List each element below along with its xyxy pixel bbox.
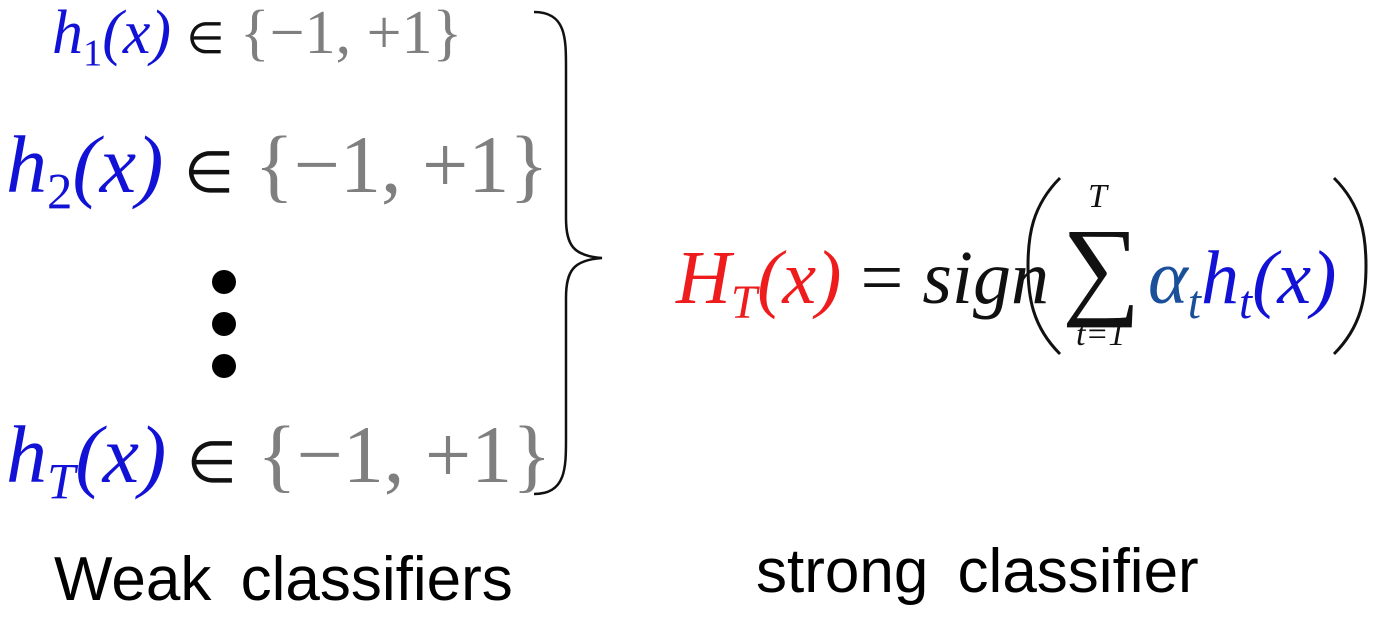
ellipsis-dot-3 xyxy=(212,354,236,378)
big-left-paren xyxy=(1026,176,1062,356)
term-h: h xyxy=(1201,236,1239,320)
strong-classifier-term: αtht(x) xyxy=(1148,240,1336,327)
alpha-sub: t xyxy=(1187,277,1201,330)
sum-symbol: ∑ xyxy=(1062,206,1141,328)
ellipsis-dot-1 xyxy=(212,270,236,294)
weak-arg-1: (x) xyxy=(102,0,172,67)
ellipsis-dot-2 xyxy=(212,312,236,336)
equals-sign: = xyxy=(860,236,904,320)
member-symbol-1: ∈ xyxy=(186,15,225,63)
curly-brace xyxy=(533,10,603,496)
weak-classifiers-caption: Weak classifiers xyxy=(54,545,513,614)
strong-classifier-lhs: HT(x) = sign xyxy=(676,240,1049,327)
weak-func-T: h xyxy=(6,409,47,500)
weak-set-2: {−1, +1} xyxy=(254,119,549,210)
weak-sub-T: T xyxy=(47,453,76,510)
strong-sub: T xyxy=(730,277,758,330)
weak-classifier-2: h2(x) ∈ {−1, +1} xyxy=(6,124,549,217)
weak-arg-T: (x) xyxy=(75,409,167,500)
weak-arg-2: (x) xyxy=(72,119,164,210)
strong-func: H xyxy=(676,236,731,320)
big-right-paren xyxy=(1332,176,1368,356)
strong-classifier-caption: strong classifier xyxy=(756,537,1199,606)
vertical-ellipsis xyxy=(212,270,242,380)
strong-arg: (x) xyxy=(757,236,842,320)
weak-classifier-T: hT(x) ∈ {−1, +1} xyxy=(6,414,552,507)
term-h-sub: t xyxy=(1239,277,1253,330)
alpha-symbol: α xyxy=(1148,236,1188,320)
weak-set-T: {−1, +1} xyxy=(257,409,552,500)
weak-sub-2: 2 xyxy=(47,163,73,220)
sum-lower: t=1 xyxy=(1076,316,1126,353)
sum-upper: T xyxy=(1088,178,1107,215)
weak-sub-1: 1 xyxy=(83,32,103,75)
weak-classifier-1: h1(x) ∈ {−1, +1} xyxy=(52,2,462,73)
term-h-arg: (x) xyxy=(1252,236,1337,320)
member-symbol-2: ∈ xyxy=(183,142,234,205)
weak-set-1: {−1, +1} xyxy=(239,0,463,67)
weak-func-2: h xyxy=(6,119,47,210)
weak-func-1: h xyxy=(52,0,83,67)
member-symbol-T: ∈ xyxy=(186,432,237,495)
